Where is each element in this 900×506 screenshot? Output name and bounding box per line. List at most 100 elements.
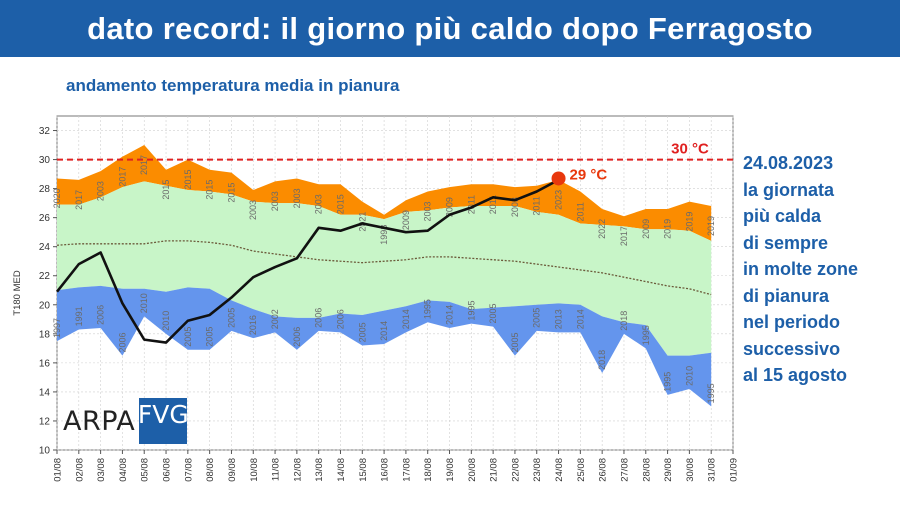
highlight-point: [551, 171, 566, 186]
x-tick-label: 19/08: [445, 458, 456, 482]
y-tick-label: 10: [39, 446, 51, 457]
min-year-label: 1995: [641, 325, 651, 345]
x-tick-label: 13/08: [314, 458, 325, 482]
x-tick-label: 26/08: [598, 458, 609, 482]
title-banner: dato record: il giorno più caldo dopo Fe…: [0, 0, 900, 57]
max-year-label: 2023: [554, 190, 564, 210]
max-year-label: 2021: [357, 212, 367, 232]
x-tick-label: 11/08: [271, 458, 282, 481]
x-tick-label: 09/08: [227, 458, 238, 482]
max-year-label: 2009: [641, 219, 651, 239]
min-year-label: 2014: [401, 309, 411, 329]
min-year-label: 2013: [554, 309, 564, 329]
band-max: [57, 145, 712, 241]
min-year-label: 2014: [575, 309, 585, 329]
min-year-label: 2014: [445, 305, 455, 325]
min-year-label: 2005: [183, 327, 193, 347]
y-tick-label: 22: [39, 271, 51, 282]
min-year-label: 2006: [335, 309, 345, 329]
max-year-label: 2003: [96, 181, 106, 201]
x-tick-label: 16/08: [380, 458, 391, 482]
band-middle: [57, 181, 712, 356]
arpa-fvg-logo: ARPA FVG: [63, 398, 189, 444]
max-year-label: 2003: [270, 191, 280, 211]
x-tick-label: 04/08: [118, 458, 129, 482]
max-year-label: 2011: [488, 195, 498, 214]
chart-subtitle: andamento temperatura media in pianura: [66, 76, 400, 95]
x-tick-label: 08/08: [205, 458, 216, 482]
x-tick-label: 02/08: [74, 458, 85, 482]
y-tick-label: 20: [39, 300, 51, 311]
min-year-label: 1995: [423, 299, 433, 319]
min-year-label: 2006: [117, 332, 127, 352]
note-line: successivo: [743, 338, 841, 359]
min-year-label: 2018: [619, 311, 629, 331]
x-tick-label: 30/08: [685, 458, 696, 482]
max-year-label: 2019: [684, 212, 694, 232]
max-year-label: 2003: [314, 194, 324, 214]
y-tick-label: 26: [39, 213, 51, 224]
max-year-label: 2011: [466, 195, 476, 214]
x-tick-label: 29/08: [663, 458, 674, 482]
max-year-label: 2019: [663, 219, 673, 239]
note-line: la giornata: [743, 179, 835, 200]
max-year-label: 2011: [575, 202, 585, 221]
max-year-label: 2015: [205, 180, 215, 200]
note-line: di pianura: [743, 285, 830, 306]
min-year-label: 2002: [270, 309, 280, 329]
highlight-label: 29 °C: [570, 166, 608, 183]
median-line: [56, 240, 712, 296]
max-year-label: 2015: [335, 194, 345, 214]
min-year-label: 2010: [684, 366, 694, 386]
max-year-label: 1998: [379, 225, 389, 245]
x-tick-label: 06/08: [162, 458, 173, 482]
x-tick-label: 28/08: [641, 458, 652, 482]
y-tick-label: 12: [39, 416, 51, 427]
y-tick-label: 32: [39, 126, 51, 137]
max-year-label: 2022: [597, 219, 607, 239]
x-tick-label: 01/08: [53, 458, 64, 482]
note-line: nel periodo: [743, 312, 841, 332]
min-year-label: 2005: [205, 327, 215, 347]
min-year-label: 1995: [663, 372, 673, 392]
x-tick-label: 01/09: [729, 458, 740, 482]
max-year-label: 2009: [401, 210, 411, 230]
x-tick-label: 14/08: [336, 458, 347, 482]
logo-fvg: FVG: [138, 398, 189, 444]
max-year-label: 2017: [74, 190, 84, 210]
page-title: dato record: il giorno più caldo dopo Fe…: [87, 10, 813, 46]
x-tick-label: 18/08: [423, 458, 434, 482]
min-year-label: 1997: [52, 318, 62, 338]
x-tick-label: 10/08: [249, 458, 260, 482]
note-line: in molte zone: [743, 259, 859, 279]
max-year-label: 2003: [510, 197, 520, 217]
band-min: [57, 285, 712, 407]
y-tick-label: 24: [39, 242, 51, 253]
logo-arpa: ARPA: [63, 405, 136, 437]
max-year-label: 2003: [248, 200, 258, 220]
x-tick-label: 24/08: [554, 458, 565, 482]
max-year-label: 2003: [292, 188, 302, 208]
max-year-label: 2017: [139, 155, 149, 175]
note-line: di sempre: [743, 232, 829, 253]
x-tick-label: 07/08: [183, 458, 194, 482]
max-year-label: 2020: [52, 188, 62, 208]
y-axis-label: T180 MED: [12, 270, 23, 316]
x-tick-label: 27/08: [619, 458, 630, 482]
x-tick-label: 17/08: [401, 458, 412, 482]
x-tick-label: 25/08: [576, 458, 587, 482]
min-year-label: 2006: [314, 308, 324, 328]
min-year-label: 1995: [706, 383, 716, 403]
record-note: 24.08.2023 la giornata più calda di sempre i…: [743, 150, 893, 389]
min-year-label: 2010: [161, 311, 171, 331]
y-tick-label: 30: [39, 155, 51, 166]
min-year-label: 2005: [532, 308, 542, 328]
x-tick-label: 23/08: [532, 458, 543, 482]
max-year-label: 2017: [619, 226, 629, 246]
x-tick-label: 31/08: [707, 458, 718, 482]
x-tick-label: 12/08: [292, 458, 303, 482]
max-year-label: 2009: [445, 197, 455, 217]
x-tick-label: 15/08: [358, 458, 369, 482]
note-line: più calda: [743, 206, 822, 226]
